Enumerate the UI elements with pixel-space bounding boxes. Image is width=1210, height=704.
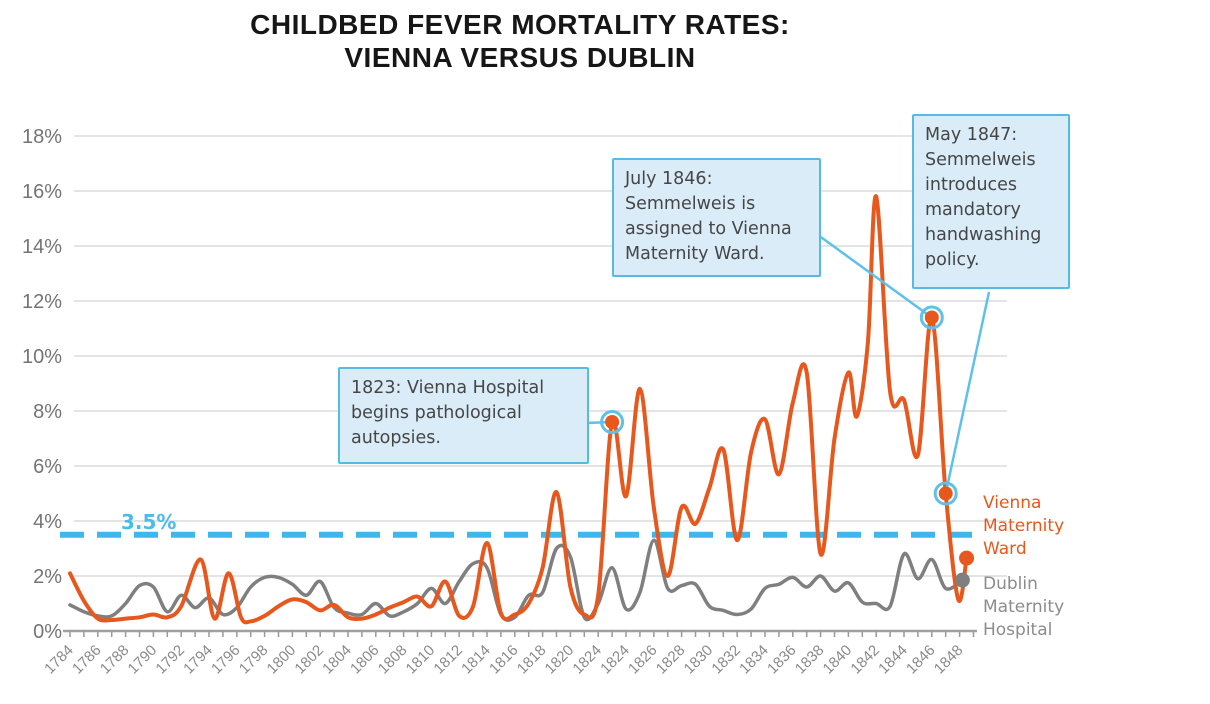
series-end-dot-dublin: [954, 572, 970, 588]
legend-dublin-maternity-hospital: Dublin Maternity Hospital: [983, 573, 1064, 642]
x-tick-label: 1806: [347, 642, 383, 678]
marker-ring-autopsies: [600, 410, 625, 434]
legend-line: Dublin: [983, 574, 1038, 594]
marker-ring-handwashing: [933, 481, 958, 506]
chart-title-line2: VIENNA VERSUS DUBLIN: [344, 42, 696, 73]
x-tick-label: 1804: [319, 642, 355, 678]
legend-vienna-maternity-ward: Vienna Maternity Ward: [983, 492, 1064, 561]
callout-line-assigned: [817, 233, 933, 319]
x-tick-label: 1824: [569, 642, 605, 678]
annotation-line: assigned to Vienna: [625, 219, 792, 239]
y-tick-label: 10%: [22, 346, 62, 368]
x-tick-label: 1798: [236, 642, 272, 678]
x-tick-label: 1824: [597, 642, 633, 678]
marker-ring-assigned: [919, 305, 944, 330]
y-tick-label: 6%: [33, 456, 62, 478]
annotation-line: May 1847:: [925, 125, 1018, 145]
legend-line: Maternity: [983, 597, 1065, 617]
x-tick-label: 1820: [542, 642, 578, 678]
x-tick-label: 1838: [792, 642, 828, 678]
x-tick-label: 1812: [430, 642, 466, 678]
y-tick-label: 18%: [22, 126, 62, 148]
annotation-semmelweis-assigned: July 1846: Semmelweis is assigned to Vienn…: [612, 158, 821, 277]
marker-dot-autopsies: [605, 415, 620, 429]
x-tick-label: 1848: [931, 642, 967, 678]
annotation-line: Maternity Ward.: [625, 244, 765, 264]
reference-line-label: 3.5%: [121, 510, 176, 534]
x-tick-label: 1784: [41, 642, 77, 678]
x-tick-label: 1818: [514, 642, 550, 678]
annotation-line: autopsies.: [351, 428, 441, 448]
x-tick-label: 1842: [847, 642, 883, 678]
y-tick-label: 4%: [33, 511, 62, 533]
x-tick-label: 1790: [125, 642, 161, 678]
legend-line: Vienna: [983, 493, 1042, 513]
x-tick-label: 1830: [681, 642, 717, 678]
annotation-line: July 1846:: [625, 169, 713, 189]
x-tick-label: 1808: [375, 642, 411, 678]
y-tick-label: 2%: [33, 566, 62, 588]
series-line-dublin: [68, 538, 965, 622]
annotation-line: Semmelweis: [925, 150, 1036, 170]
series-end-dot-vienna: [959, 550, 975, 566]
x-tick-label: 1832: [708, 642, 744, 678]
annotation-line: introduces: [925, 175, 1018, 195]
annotation-autopsies: 1823: Vienna Hospital begins pathological…: [338, 367, 589, 464]
marker-dot-handwashing: [938, 486, 953, 501]
x-tick-label: 1792: [152, 642, 188, 678]
x-tick-label: 1836: [764, 642, 800, 678]
legend-line: Hospital: [983, 620, 1053, 640]
legend-line: Ward: [983, 539, 1027, 559]
x-tick-label: 1844: [875, 642, 911, 678]
annotation-line: 1823: Vienna Hospital: [351, 378, 545, 398]
x-tick-label: 1816: [486, 642, 522, 678]
x-tick-label: 1800: [264, 642, 300, 678]
x-tick-label: 1786: [69, 642, 105, 678]
chart-title-line1: CHILDBED FEVER MORTALITY RATES:: [250, 9, 790, 40]
annotation-line: Semmelweis is: [625, 194, 756, 214]
x-tick-label: 1834: [736, 642, 772, 678]
annotation-line: begins pathological: [351, 403, 522, 423]
annotation-line: policy.: [925, 250, 980, 270]
x-tick-label: 1814: [458, 642, 494, 678]
x-tick-label: 1828: [653, 642, 689, 678]
x-tick-label: 1796: [208, 642, 244, 678]
x-tick-label: 1846: [903, 642, 939, 678]
annotation-line: mandatory: [925, 200, 1021, 220]
x-tick-label: 1788: [97, 642, 133, 678]
x-tick-label: 1826: [625, 642, 661, 678]
x-tick-label: 1802: [291, 642, 327, 678]
y-tick-label: 0%: [33, 621, 62, 643]
annotation-line: handwashing: [925, 225, 1042, 245]
series-line-vienna: [68, 194, 969, 625]
y-tick-label: 16%: [22, 181, 62, 203]
annotation-handwashing-policy: May 1847: Semmelweis introduces mandatory ha…: [912, 114, 1070, 289]
x-tick-label: 1794: [180, 642, 216, 678]
callout-line-handwashing: [944, 291, 991, 494]
y-tick-label: 14%: [22, 236, 62, 258]
marker-dot-assigned: [924, 310, 939, 325]
legend-line: Maternity: [983, 516, 1065, 536]
chart-title: CHILDBED FEVER MORTALITY RATES: VIENNA V…: [0, 8, 1040, 74]
y-tick-label: 8%: [33, 401, 62, 423]
x-tick-label: 1810: [403, 642, 439, 678]
y-tick-label: 12%: [22, 291, 62, 313]
x-tick-label: 1840: [820, 642, 856, 678]
